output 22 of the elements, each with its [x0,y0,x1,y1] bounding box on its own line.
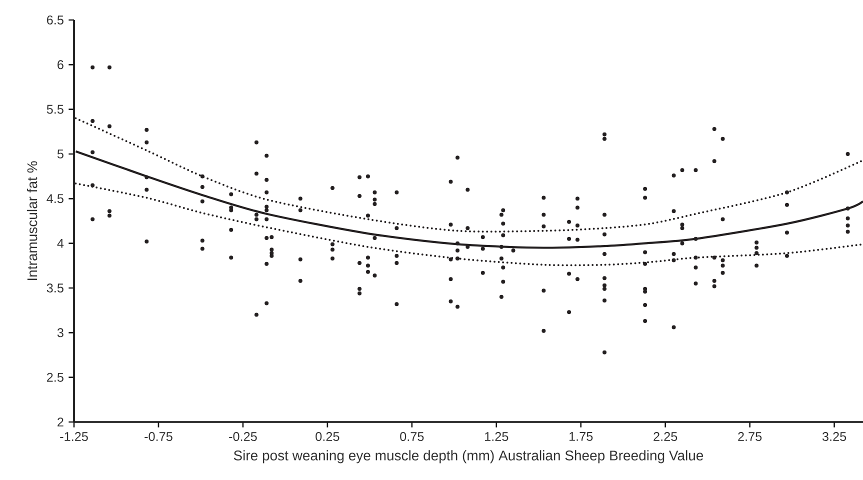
y-tick-label: 6 [58,60,64,70]
y-tick-label: 2.5 [46,372,64,382]
x-tick-label: 2.75 [738,432,762,442]
x-tick-label: -1.25 [60,432,88,442]
x-tick-label: 1.25 [485,432,508,442]
x-tick-label: 2.25 [654,432,678,442]
x-tick-label: 1.75 [569,432,593,441]
y-tick-label: 5.5 [46,104,64,114]
y-tick-label: 4.5 [46,194,64,204]
x-tick-label: -0.25 [229,432,257,442]
y-tick-label: 2 [58,418,64,426]
x-tick-label: 3.25 [822,432,846,442]
y-tick-label: 3 [57,328,64,338]
y-axis-title: Intramuscular fat % [26,161,38,280]
x-tick-label: -0.75 [144,432,172,442]
y-tick-label: 4 [57,238,64,248]
x-axis-title: Sire post weaning eye muscle depth (mm) Australian Sheep Breeding Value [234,450,704,464]
y-tick-label: 3.5 [46,284,64,292]
y-tick-label: 6.5 [47,16,64,24]
x-tick-label: 0.25 [316,432,340,442]
x-tick-label: 0.75 [400,432,424,442]
y-tick-label: 5 [57,150,64,158]
